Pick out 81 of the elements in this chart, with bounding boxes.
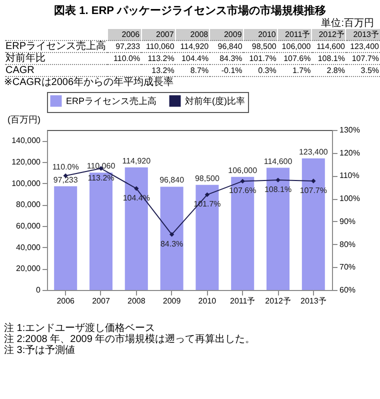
y2-tick-label: 110% bbox=[340, 171, 360, 180]
category-label: 2012予 bbox=[318, 30, 344, 39]
text: -0.1% bbox=[210, 64, 244, 76]
text: ERPライセンス売上高 bbox=[6, 41, 106, 52]
category-label: 2006 bbox=[122, 30, 140, 39]
y2-tick-label: 100% bbox=[340, 194, 360, 204]
data-label: 106,000 bbox=[228, 166, 258, 175]
text: 123,400 bbox=[350, 42, 379, 51]
data-label: 98,500 bbox=[194, 174, 220, 183]
text: CAGR bbox=[4, 64, 108, 76]
x-tick-label: 2011予 bbox=[230, 296, 256, 306]
y-tick-label: 20,000 bbox=[16, 264, 42, 274]
text: 注 3:予は予測値 bbox=[4, 345, 76, 356]
text: 8.7% bbox=[175, 64, 210, 76]
text: 84.3% bbox=[220, 54, 242, 63]
text: 98,500 bbox=[252, 42, 276, 51]
data-label: 110.0% bbox=[52, 162, 79, 172]
y-axis-title: (百万円) bbox=[8, 114, 40, 124]
data-label: 97,233 bbox=[53, 175, 78, 184]
text: 107.7% bbox=[352, 54, 379, 63]
category-label: 2013予 bbox=[353, 30, 379, 39]
text: 110,060 bbox=[146, 42, 174, 51]
text: 2.8% bbox=[312, 64, 346, 76]
y2-tick-label: 60% bbox=[340, 286, 356, 294]
data-label: 108.1% bbox=[264, 185, 292, 194]
text: 114,920 bbox=[180, 42, 209, 51]
data-label: 96,840 bbox=[160, 176, 185, 185]
x-tick-label: 2009 bbox=[162, 296, 182, 306]
text: 96,840 bbox=[218, 42, 242, 51]
y2-tick-label: 70% bbox=[340, 262, 356, 272]
text: 110.0% bbox=[114, 54, 140, 63]
y-tick-label: 140,000 bbox=[12, 136, 42, 146]
category-label: 2010 bbox=[258, 30, 276, 39]
category-label: 2008 bbox=[190, 30, 208, 39]
y2-tick-label: 90% bbox=[340, 216, 356, 226]
text: 97,233 bbox=[116, 42, 140, 51]
legend-label: ERPライセンス売上高 bbox=[66, 96, 157, 106]
category-label: 2007 bbox=[156, 30, 174, 39]
y-tick-label: 60,000 bbox=[16, 222, 42, 230]
chart-title: 図表 1. ERP パッケージライセンス市場の市場規模推移 bbox=[53, 4, 327, 18]
text: 0.3% bbox=[243, 64, 278, 76]
data-label: 113.2% bbox=[88, 173, 114, 182]
x-tick-label: 2010 bbox=[198, 296, 217, 306]
y2-tick-label: 130% bbox=[340, 126, 360, 134]
data-label: 114,600 bbox=[264, 156, 293, 166]
y-tick-label: 100,000 bbox=[12, 178, 42, 188]
x-tick-label: 2012予 bbox=[265, 296, 291, 306]
text: 13.2% bbox=[141, 64, 176, 76]
text: 106,000 bbox=[282, 42, 311, 51]
text: 3.5% bbox=[346, 64, 380, 76]
data-label: 110,060 bbox=[86, 162, 116, 171]
text: ※CAGRは2006年からの年平均成長率 bbox=[4, 77, 175, 89]
category-label: 2009 bbox=[224, 30, 242, 39]
data-label: 107.6% bbox=[229, 186, 256, 196]
text: 101.7% bbox=[249, 54, 276, 63]
text: 104.4% bbox=[181, 54, 209, 63]
y-tick-label: 0 bbox=[36, 286, 42, 294]
data-label: 107.7% bbox=[300, 186, 327, 195]
x-tick-label: 2008 bbox=[127, 296, 146, 306]
x-tick-label: 2013予 bbox=[300, 296, 326, 306]
text: 108.1% bbox=[318, 54, 345, 63]
text: 1.7% bbox=[277, 64, 312, 76]
y2-tick-label: 120% bbox=[340, 148, 360, 158]
x-tick-label: 2006 bbox=[56, 296, 76, 306]
x-tick-label: 2007 bbox=[92, 296, 110, 306]
data-label: 84.3% bbox=[160, 239, 184, 248]
text: 114,600 bbox=[316, 42, 345, 51]
text: 対前年比 bbox=[4, 52, 108, 64]
text: 単位:百万円 bbox=[320, 18, 374, 29]
data-label: 114,920 bbox=[122, 156, 152, 166]
y2-tick-label: 80% bbox=[340, 240, 356, 249]
y-tick-label: 120,000 bbox=[12, 158, 42, 166]
text: 注 2:2008 年、2009 年の市場規模は遡って再算出した。 bbox=[4, 334, 256, 345]
category-label: 2011予 bbox=[285, 30, 310, 39]
text: 107.6% bbox=[284, 54, 311, 63]
data-label: 123,400 bbox=[298, 147, 328, 156]
text: 113.2% bbox=[148, 54, 174, 63]
y-tick-label: 80,000 bbox=[16, 200, 42, 210]
legend-label: 対前年(度)比率 bbox=[185, 96, 245, 106]
text: 注 1:エンドユーザ渡し価格ベース bbox=[4, 323, 156, 334]
y-tick-label: 40,000 bbox=[16, 242, 42, 252]
